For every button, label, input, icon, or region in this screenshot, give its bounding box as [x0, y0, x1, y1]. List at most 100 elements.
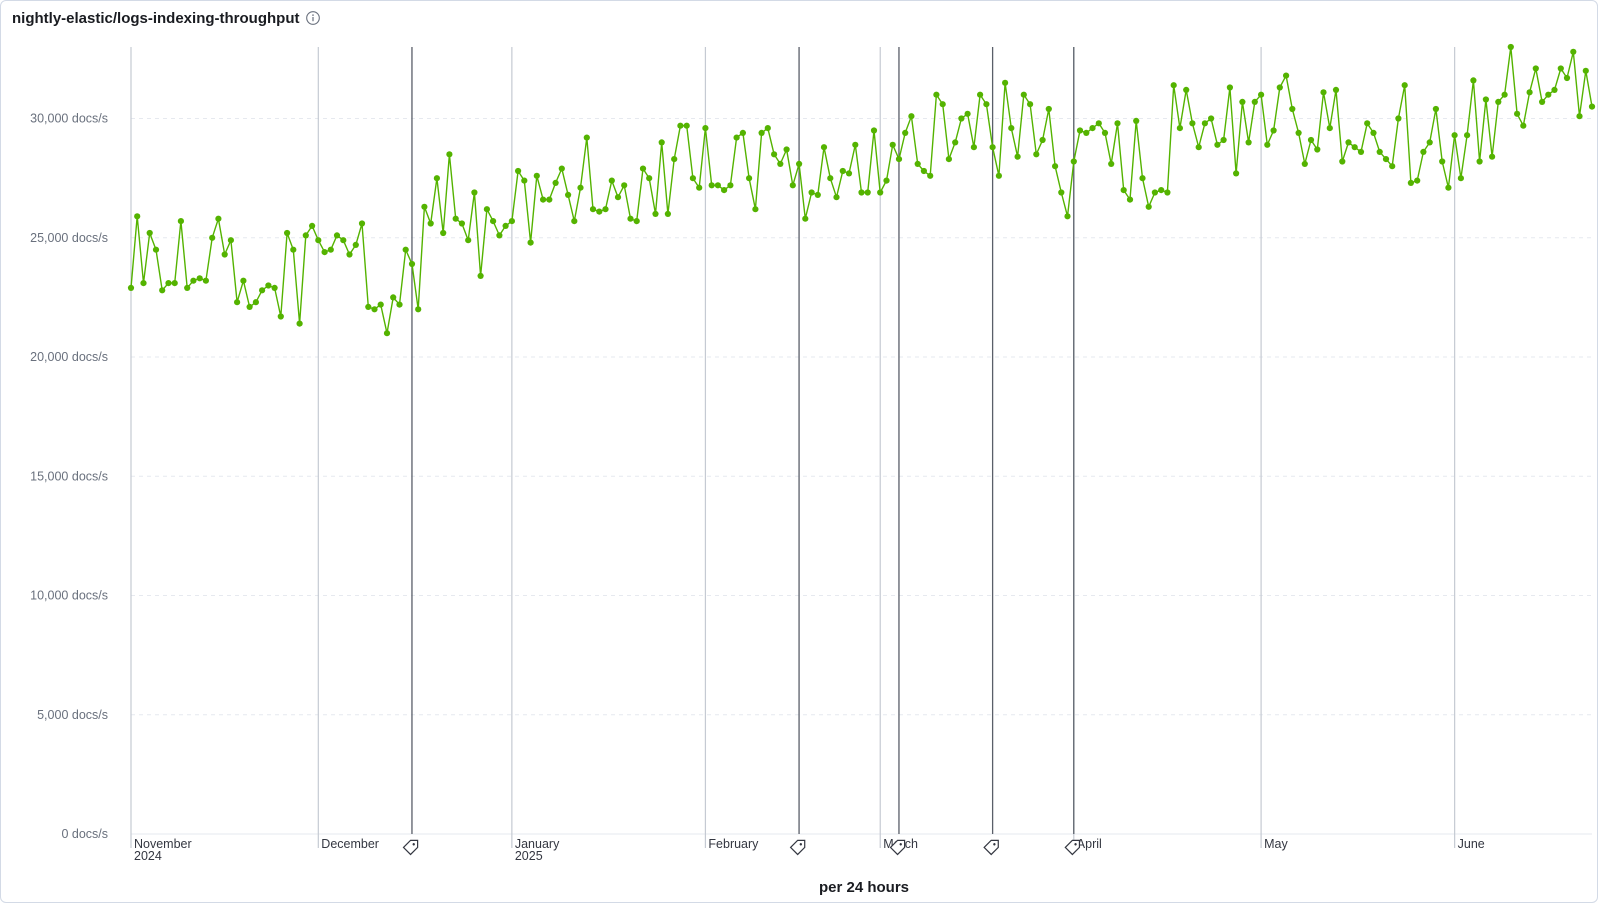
- data-point[interactable]: [908, 113, 915, 120]
- data-point[interactable]: [664, 210, 672, 217]
- data-point[interactable]: [165, 280, 172, 287]
- data-point[interactable]: [246, 303, 253, 310]
- data-point[interactable]: [1495, 98, 1502, 105]
- data-point[interactable]: [421, 203, 428, 210]
- data-point[interactable]: [714, 182, 722, 189]
- data-point[interactable]: [783, 146, 790, 153]
- data-point[interactable]: [1432, 105, 1439, 113]
- tag-icon[interactable]: [1064, 837, 1083, 856]
- data-point[interactable]: [1457, 175, 1464, 182]
- data-point[interactable]: [477, 272, 484, 279]
- data-point[interactable]: [1370, 129, 1377, 136]
- data-point[interactable]: [808, 189, 815, 196]
- data-point[interactable]: [1020, 91, 1027, 98]
- data-point[interactable]: [1576, 113, 1583, 120]
- data-point[interactable]: [870, 127, 878, 134]
- data-point[interactable]: [1251, 98, 1258, 105]
- data-point[interactable]: [902, 129, 909, 136]
- data-point[interactable]: [1226, 84, 1233, 91]
- data-point[interactable]: [677, 122, 684, 129]
- data-point[interactable]: [465, 237, 472, 244]
- data-point[interactable]: [1089, 125, 1096, 132]
- data-point[interactable]: [1464, 132, 1471, 139]
- data-point[interactable]: [602, 206, 609, 213]
- data-point[interactable]: [1382, 156, 1390, 163]
- data-point[interactable]: [1176, 125, 1183, 132]
- data-point[interactable]: [702, 125, 709, 132]
- data-point[interactable]: [852, 141, 859, 148]
- data-point[interactable]: [1501, 91, 1508, 98]
- data-point[interactable]: [989, 144, 996, 151]
- data-point[interactable]: [1133, 117, 1140, 124]
- data-point[interactable]: [1489, 153, 1496, 160]
- data-point[interactable]: [496, 232, 503, 239]
- data-point[interactable]: [1376, 148, 1383, 155]
- data-point[interactable]: [327, 246, 334, 253]
- data-point[interactable]: [1214, 141, 1221, 148]
- data-point[interactable]: [333, 232, 341, 239]
- data-point[interactable]: [1295, 129, 1302, 136]
- data-point[interactable]: [377, 301, 384, 308]
- data-point[interactable]: [889, 141, 896, 148]
- data-point[interactable]: [221, 251, 228, 258]
- data-point[interactable]: [1326, 125, 1333, 132]
- data-point[interactable]: [1364, 120, 1371, 127]
- data-point[interactable]: [265, 282, 272, 289]
- data-point[interactable]: [796, 160, 803, 167]
- data-point[interactable]: [895, 156, 903, 163]
- data-point[interactable]: [883, 177, 890, 184]
- data-point[interactable]: [1289, 105, 1296, 113]
- data-point[interactable]: [315, 237, 322, 244]
- data-point[interactable]: [427, 220, 434, 227]
- data-point[interactable]: [1401, 82, 1408, 89]
- data-point[interactable]: [621, 182, 628, 189]
- data-point[interactable]: [408, 260, 416, 268]
- data-point[interactable]: [271, 284, 278, 291]
- data-point[interactable]: [277, 313, 284, 320]
- data-point[interactable]: [945, 156, 953, 163]
- data-point[interactable]: [521, 177, 528, 184]
- data-point[interactable]: [1314, 146, 1321, 153]
- data-point[interactable]: [671, 156, 678, 163]
- data-point[interactable]: [1083, 129, 1090, 136]
- data-point[interactable]: [515, 167, 522, 175]
- data-point[interactable]: [383, 330, 391, 337]
- data-point[interactable]: [639, 165, 647, 172]
- data-point[interactable]: [696, 184, 703, 191]
- data-point[interactable]: [402, 246, 409, 253]
- data-point[interactable]: [733, 134, 740, 141]
- data-point[interactable]: [845, 170, 853, 177]
- data-point[interactable]: [1233, 170, 1240, 177]
- data-point[interactable]: [864, 189, 871, 196]
- data-point[interactable]: [802, 215, 809, 222]
- data-point[interactable]: [1345, 139, 1352, 146]
- data-point[interactable]: [771, 151, 778, 158]
- data-point[interactable]: [533, 172, 540, 179]
- data-point[interactable]: [508, 218, 515, 225]
- data-point[interactable]: [415, 306, 422, 313]
- data-point[interactable]: [134, 213, 141, 220]
- data-point[interactable]: [746, 175, 753, 182]
- data-point[interactable]: [302, 232, 309, 239]
- data-point[interactable]: [1520, 122, 1527, 129]
- data-point[interactable]: [596, 208, 603, 215]
- data-point[interactable]: [1339, 158, 1346, 165]
- data-point[interactable]: [1526, 89, 1533, 96]
- data-point[interactable]: [1164, 189, 1171, 196]
- data-point[interactable]: [1145, 203, 1152, 210]
- data-point[interactable]: [1064, 213, 1071, 220]
- data-point[interactable]: [1301, 160, 1308, 167]
- data-point[interactable]: [1076, 127, 1084, 134]
- data-point[interactable]: [658, 139, 665, 146]
- data-point[interactable]: [1151, 189, 1158, 196]
- data-point[interactable]: [589, 206, 597, 213]
- data-point[interactable]: [739, 129, 747, 136]
- data-point[interactable]: [995, 172, 1003, 179]
- data-point[interactable]: [1582, 67, 1589, 74]
- data-point[interactable]: [1588, 103, 1596, 110]
- data-point[interactable]: [290, 246, 297, 253]
- data-point[interactable]: [1476, 158, 1483, 165]
- data-point[interactable]: [458, 220, 465, 227]
- data-point[interactable]: [1158, 187, 1165, 194]
- data-point[interactable]: [1570, 48, 1577, 55]
